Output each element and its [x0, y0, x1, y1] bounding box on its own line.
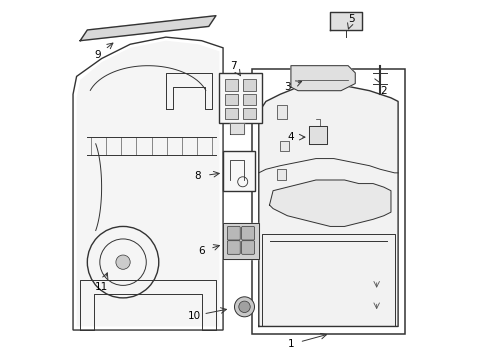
- Text: 6: 6: [198, 247, 204, 256]
- Text: 11: 11: [95, 282, 108, 292]
- Bar: [251, 69, 405, 334]
- Bar: [276, 105, 287, 119]
- Text: 8: 8: [194, 171, 201, 181]
- Bar: [219, 73, 262, 123]
- Circle shape: [238, 301, 250, 312]
- Text: 1: 1: [287, 339, 294, 349]
- Text: 4: 4: [287, 132, 294, 142]
- FancyBboxPatch shape: [241, 226, 254, 240]
- Bar: [224, 108, 238, 119]
- Text: 3: 3: [284, 82, 290, 92]
- Polygon shape: [80, 16, 216, 41]
- FancyBboxPatch shape: [227, 226, 240, 240]
- Polygon shape: [308, 126, 326, 144]
- Polygon shape: [269, 180, 390, 226]
- Text: 5: 5: [347, 14, 354, 24]
- Text: 10: 10: [187, 311, 201, 321]
- FancyBboxPatch shape: [227, 241, 240, 254]
- Circle shape: [116, 255, 130, 269]
- Text: 2: 2: [380, 86, 386, 96]
- Bar: [276, 169, 285, 180]
- Circle shape: [234, 297, 254, 317]
- Bar: [223, 152, 255, 191]
- Bar: [242, 108, 256, 119]
- Bar: [224, 79, 238, 91]
- Polygon shape: [290, 66, 354, 91]
- Bar: [224, 94, 238, 105]
- Bar: [280, 141, 288, 152]
- Polygon shape: [329, 12, 362, 30]
- Polygon shape: [230, 123, 244, 134]
- Polygon shape: [77, 41, 219, 327]
- FancyBboxPatch shape: [241, 241, 254, 254]
- Polygon shape: [223, 223, 258, 258]
- Bar: [242, 94, 256, 105]
- Polygon shape: [258, 84, 397, 327]
- Text: 7: 7: [230, 61, 237, 71]
- Text: 9: 9: [95, 50, 101, 60]
- Bar: [242, 79, 256, 91]
